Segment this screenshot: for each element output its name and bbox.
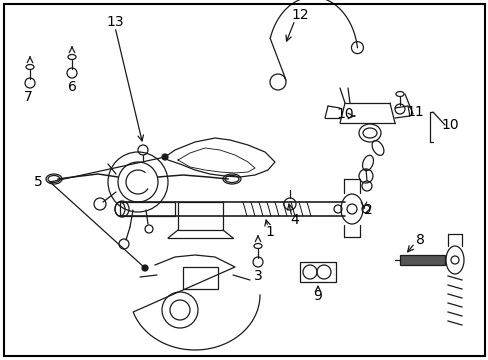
Text: 1: 1 <box>265 225 274 239</box>
Circle shape <box>162 154 168 160</box>
Circle shape <box>142 265 148 271</box>
Text: 12: 12 <box>290 8 308 22</box>
Text: 10: 10 <box>440 118 458 132</box>
Text: 4: 4 <box>290 213 299 227</box>
Bar <box>183 267 218 289</box>
Text: 8: 8 <box>415 233 424 247</box>
Bar <box>399 255 444 265</box>
Text: 5: 5 <box>34 175 42 189</box>
Bar <box>299 262 335 282</box>
Text: 11: 11 <box>406 105 423 119</box>
Bar <box>178 202 223 230</box>
Text: 2: 2 <box>363 203 372 217</box>
Text: 7: 7 <box>23 90 32 104</box>
Text: 6: 6 <box>67 80 76 94</box>
Text: 9: 9 <box>313 289 322 303</box>
Bar <box>120 202 175 216</box>
Text: 10: 10 <box>336 107 353 121</box>
Text: 3: 3 <box>253 269 262 283</box>
Text: 13: 13 <box>106 15 123 29</box>
